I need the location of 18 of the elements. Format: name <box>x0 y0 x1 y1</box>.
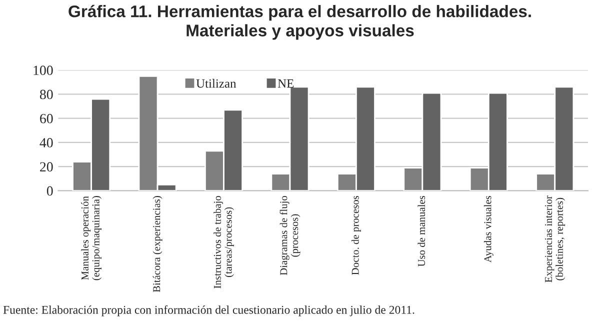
source-note: Fuente: Elaboración propia con información del cuestionario aplicado en julio de 2011. <box>3 305 414 316</box>
legend-label: NE <box>278 79 294 88</box>
x-tick-label: Bitácora (experiencias) <box>152 196 162 292</box>
y-tick-label: 80 <box>40 90 53 100</box>
x-tick-label: Experiencias interior (boletines, reportes) <box>545 196 566 282</box>
chart-title: Gráfica 11. Herramientas para el desarrollo de habilidades. Materiales y apoyos visuales <box>68 4 531 40</box>
x-tick-label: Diagramas de flujo (procesos) <box>280 196 300 276</box>
legend-label: Utilizan <box>196 78 236 88</box>
y-tick-label: 100 <box>34 66 53 76</box>
x-tick-label: Docto. de procesos <box>351 196 361 275</box>
x-tick-label: Ayudas visuales <box>484 196 494 263</box>
y-tick-label: 0 <box>46 186 53 196</box>
y-tick-label: 40 <box>40 138 53 148</box>
y-tick-label: 20 <box>40 162 53 172</box>
y-tick-label: 60 <box>40 114 53 124</box>
x-tick-label: Manuales operación (equipo/maquinaria) <box>81 196 102 280</box>
x-tick-label: Instructivos de trabajo (tareas/procesos) <box>214 196 234 288</box>
x-tick-label: Uso de manuales <box>418 196 426 267</box>
